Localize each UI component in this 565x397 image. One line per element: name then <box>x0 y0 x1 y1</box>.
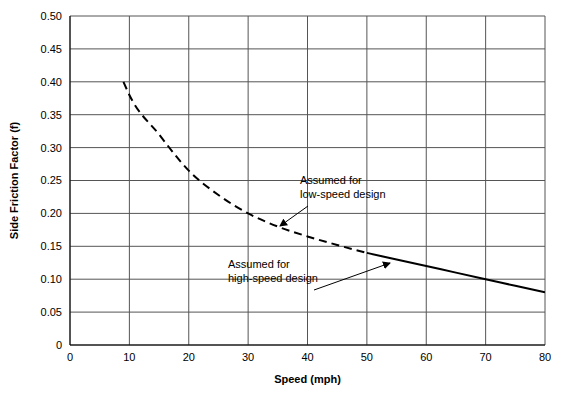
svg-text:30: 30 <box>242 351 254 363</box>
svg-text:Assumed forhigh-speed design: Assumed forhigh-speed design <box>228 258 318 284</box>
svg-text:0.30: 0.30 <box>41 142 62 154</box>
svg-text:0: 0 <box>56 339 62 351</box>
svg-text:Side Friction Factor (f): Side Friction Factor (f) <box>8 121 20 239</box>
svg-text:40: 40 <box>301 351 313 363</box>
svg-text:0: 0 <box>67 351 73 363</box>
svg-text:0.45: 0.45 <box>41 43 62 55</box>
svg-text:50: 50 <box>361 351 373 363</box>
svg-text:Assumed forlow-speed design: Assumed forlow-speed design <box>300 174 386 200</box>
svg-text:0.50: 0.50 <box>41 10 62 22</box>
svg-text:0.15: 0.15 <box>41 240 62 252</box>
svg-text:60: 60 <box>420 351 432 363</box>
svg-text:10: 10 <box>123 351 135 363</box>
svg-text:Speed (mph): Speed (mph) <box>274 373 341 385</box>
svg-text:0.05: 0.05 <box>41 306 62 318</box>
svg-text:20: 20 <box>183 351 195 363</box>
svg-text:0.35: 0.35 <box>41 109 62 121</box>
svg-text:0.40: 0.40 <box>41 76 62 88</box>
svg-text:0.10: 0.10 <box>41 273 62 285</box>
svg-text:0.25: 0.25 <box>41 174 62 186</box>
svg-text:0.20: 0.20 <box>41 207 62 219</box>
svg-text:70: 70 <box>480 351 492 363</box>
svg-text:80: 80 <box>539 351 551 363</box>
